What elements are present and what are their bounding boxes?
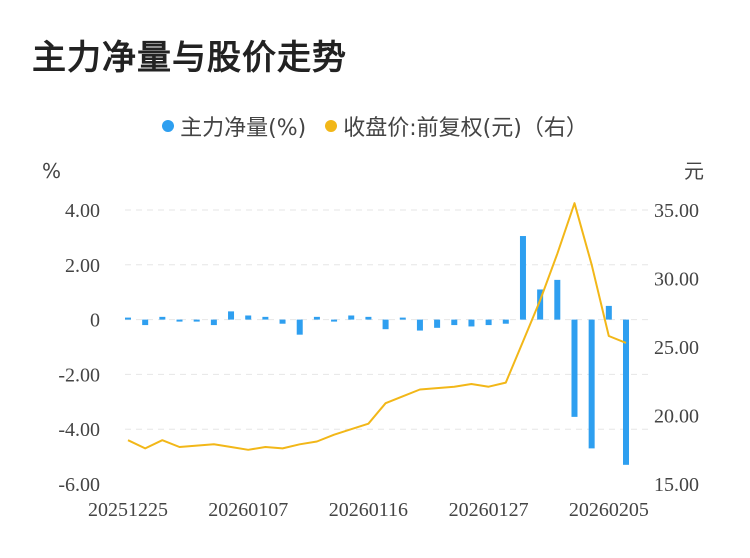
bar — [588, 319, 595, 449]
bar — [159, 316, 166, 320]
bar — [296, 319, 303, 335]
y-left-tick-label: 0 — [90, 310, 100, 332]
y-left-unit: % — [42, 159, 61, 183]
y-right-unit: 元 — [684, 159, 704, 183]
price-line — [127, 202, 627, 451]
bar — [537, 289, 544, 320]
bar — [623, 319, 629, 465]
legend-dot-net-volume — [162, 120, 175, 132]
legend-label-close-price: 收盘价:前复权(元)（右） — [343, 116, 588, 141]
y-left-tick-label: 2.00 — [65, 255, 100, 277]
bar — [485, 319, 492, 326]
bar — [193, 319, 200, 322]
line-series — [127, 202, 627, 451]
bar — [399, 317, 406, 320]
bar — [502, 319, 509, 324]
bar — [331, 319, 338, 322]
bar — [245, 315, 252, 320]
y-left-tick-label: 4.00 — [65, 200, 100, 222]
bar — [348, 315, 355, 320]
bar — [210, 319, 217, 326]
bar — [554, 279, 561, 320]
bar — [451, 319, 458, 326]
bar — [605, 305, 612, 320]
bar — [434, 319, 441, 328]
legend: 主力净量(%) 收盘价:前复权(元)（右） — [0, 110, 750, 142]
bar — [571, 319, 578, 417]
chart-title: 主力净量与股价走势 — [32, 38, 347, 78]
x-tick-label: 20260107 — [208, 499, 288, 521]
legend-dot-close-price — [325, 120, 338, 132]
axis-labels: 4.00 2.00 0 -2.00 -4.00 -6.00 35.00 30.00 25.00 2… — [42, 159, 704, 521]
bar — [468, 319, 475, 327]
y-right-tick-label: 25.00 — [654, 337, 699, 359]
y-right-tick-label: 15.00 — [654, 474, 699, 496]
bar — [228, 311, 235, 320]
bar — [279, 319, 286, 324]
x-tick-label: 20260205 — [569, 499, 649, 521]
x-tick-label: 20251225 — [88, 499, 168, 521]
y-right-tick-label: 20.00 — [654, 406, 699, 428]
y-right-tick-label: 30.00 — [654, 269, 699, 291]
x-tick-label: 20260116 — [329, 499, 408, 521]
bar — [382, 319, 389, 330]
legend-label-net-volume: 主力净量(%) — [180, 116, 307, 141]
bar — [416, 319, 423, 331]
legend-item-net-volume[interactable]: 主力净量(%) — [162, 110, 306, 142]
bar — [142, 319, 149, 326]
bar — [262, 316, 269, 320]
bar — [125, 317, 131, 320]
bar — [313, 316, 320, 320]
x-tick-label: 20260127 — [449, 499, 529, 521]
y-left-tick-label: -2.00 — [58, 364, 100, 386]
bar — [519, 236, 526, 320]
bar-series — [125, 236, 629, 465]
y-right-tick-label: 35.00 — [654, 200, 699, 222]
bar — [365, 316, 372, 320]
legend-item-close-price[interactable]: 收盘价:前复权(元)（右） — [325, 110, 588, 142]
y-left-tick-label: -4.00 — [58, 419, 100, 441]
y-left-tick-label: -6.00 — [58, 474, 100, 496]
bar — [176, 319, 183, 322]
